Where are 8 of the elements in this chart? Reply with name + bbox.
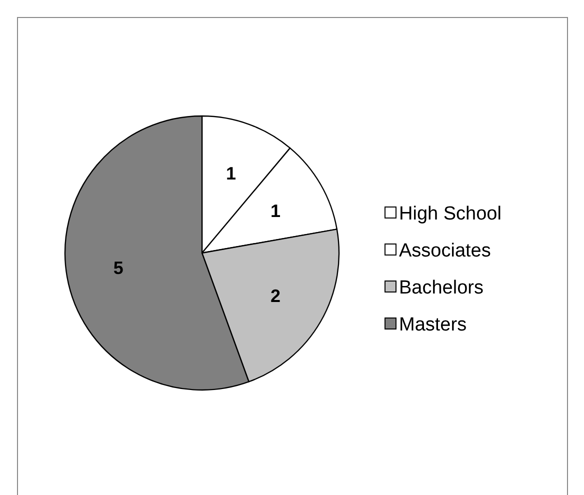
data-label: 2 [270, 286, 281, 306]
data-label: 5 [113, 258, 124, 278]
legend-label: Associates [399, 240, 491, 262]
legend-label: Masters [399, 314, 467, 336]
data-label: 1 [226, 163, 236, 184]
legend-label: Bachelors [399, 278, 484, 299]
legend-label: High School [399, 204, 502, 225]
data-label: 1 [270, 200, 281, 221]
